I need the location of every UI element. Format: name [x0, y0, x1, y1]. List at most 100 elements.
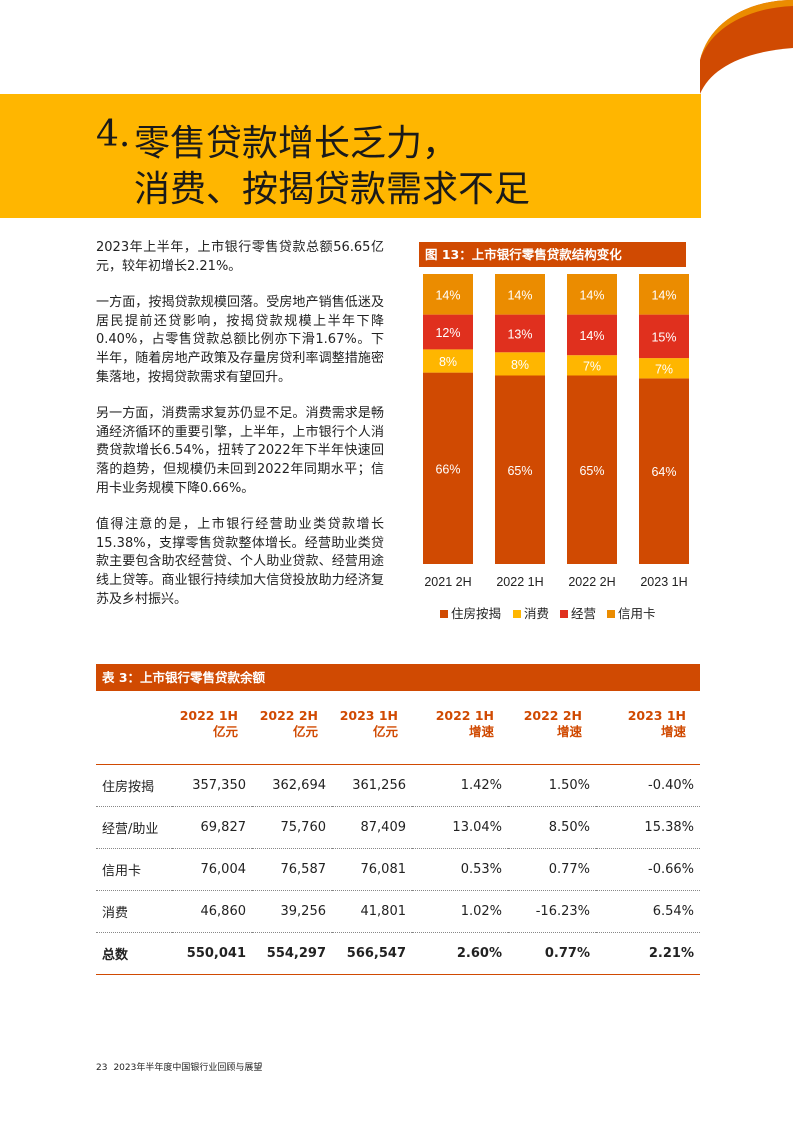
bar-segment — [495, 352, 545, 376]
data-label: 7% — [655, 362, 673, 376]
bar-segment — [495, 274, 545, 315]
table-cell: 357,350 — [172, 763, 252, 806]
column-header: 2022 1H 增速 — [435, 708, 494, 739]
table-row: 经营/助业 69,827 75,760 87,409 13.04% 8.50% … — [96, 805, 700, 848]
paragraph: 值得注意的是，上市银行经营助业类贷款增长15.38%，支撑零售贷款整体增长。经营… — [96, 517, 384, 607]
table-cell: 15.38% — [596, 805, 700, 848]
bar-segment — [639, 358, 689, 379]
bar-segment — [423, 372, 473, 564]
table-cell: 566,547 — [332, 931, 412, 975]
retail-loan-table: 2022 1H 亿元 2022 2H 亿元 2023 1H 亿元 2022 1H 增速 … — [96, 702, 700, 975]
bar-segment — [495, 314, 545, 353]
bar-segment — [495, 375, 545, 564]
row-label: 经营/助业 — [96, 805, 172, 848]
legend-label: 信用卡 — [618, 607, 656, 621]
table-cell: 554,297 — [252, 931, 332, 975]
x-tick-label: 2023 1H — [640, 575, 687, 589]
table-row: 住房按揭 357,350 362,694 361,256 1.42% 1.50%… — [96, 763, 700, 806]
table-cell: -16.23% — [508, 889, 596, 932]
paragraph: 2023年上半年，上市银行零售贷款总额56.65亿元，较年初增长2.21%。 — [96, 240, 384, 274]
bar-segment — [567, 314, 617, 356]
paragraph: 另一方面，消费需求复苏仍显不足。消费需求是畅通经济循环的重要引擎，上半年，上市银… — [96, 406, 384, 496]
bar-segment — [567, 355, 617, 376]
corner-decoration — [700, 0, 793, 94]
column-header: 2023 1H 亿元 — [339, 708, 398, 739]
table-cell: 550,041 — [172, 931, 252, 975]
bar-segment — [423, 274, 473, 315]
x-tick-label: 2022 2H — [568, 575, 615, 589]
data-label: 8% — [511, 358, 529, 372]
bar-segment — [639, 314, 689, 359]
table-cell: -0.66% — [596, 847, 700, 890]
data-label: 14% — [579, 329, 604, 343]
column-header: 2022 1H 亿元 — [179, 708, 238, 739]
section-number: 4. — [96, 114, 131, 155]
table-cell: 69,827 — [172, 805, 252, 848]
table-cell: 361,256 — [332, 763, 412, 806]
table-cell: 2.21% — [596, 931, 700, 975]
data-label: 12% — [435, 326, 460, 340]
bar-segment — [567, 274, 617, 315]
table-header-row: 2022 1H 亿元 2022 2H 亿元 2023 1H 亿元 2022 1H 增速 … — [96, 702, 700, 764]
x-tick-label: 2022 1H — [496, 575, 543, 589]
title-band — [0, 94, 701, 218]
data-label: 65% — [579, 464, 604, 478]
table-cell: 76,587 — [252, 847, 332, 890]
column-header: 2023 1H 增速 — [627, 708, 686, 739]
data-label: 13% — [507, 327, 532, 341]
table-cell: 2.60% — [412, 931, 508, 975]
data-label: 64% — [651, 465, 676, 479]
table-cell: 75,760 — [252, 805, 332, 848]
legend-label: 消费 — [524, 607, 549, 621]
table-cell: 1.50% — [508, 763, 596, 806]
bar-segment — [639, 378, 689, 564]
footer-text: 2023年半年度中国银行业回顾与展望 — [113, 1063, 263, 1073]
body-text: 2023年上半年，上市银行零售贷款总额56.65亿元，较年初增长2.21%。 一… — [96, 239, 384, 627]
chart-title: 图 13：上市银行零售贷款结构变化 — [419, 242, 686, 267]
column-header: 2022 2H 亿元 — [259, 708, 318, 739]
bar-segment — [423, 314, 473, 350]
data-label: 14% — [507, 288, 532, 302]
table-cell: 0.53% — [412, 847, 508, 890]
legend-swatch — [440, 610, 448, 618]
page-title-line-1: 零售贷款增长乏力， — [134, 123, 459, 164]
data-label: 7% — [583, 359, 601, 373]
paragraph: 一方面，按揭贷款规模回落。受房地产销售低迷及居民提前还贷影响，按揭贷款规模上半年… — [96, 295, 384, 385]
data-label: 65% — [507, 464, 532, 478]
bar-segment — [639, 274, 689, 315]
legend-label: 住房按揭 — [451, 606, 501, 621]
table-cell: 76,004 — [172, 847, 252, 890]
table-cell: 76,081 — [332, 847, 412, 890]
table-cell: 39,256 — [252, 889, 332, 932]
table-row: 信用卡 76,004 76,587 76,081 0.53% 0.77% -0.… — [96, 847, 700, 890]
table-cell: 0.77% — [508, 931, 596, 975]
legend-swatch — [513, 610, 521, 618]
table-cell: 13.04% — [412, 805, 508, 848]
table-cell: -0.40% — [596, 763, 700, 806]
data-label: 14% — [579, 288, 604, 302]
data-label: 66% — [435, 462, 460, 476]
table-cell: 1.02% — [412, 889, 508, 932]
stacked-bar-chart: 66% 8% 12% 14% 2021 2H 65% 8% 13% 14% 2022 1H 65% 7… — [423, 274, 689, 621]
row-label: 信用卡 — [96, 847, 172, 890]
page-title-line-2: 消费、按揭贷款需求不足 — [134, 169, 531, 210]
table-cell: 1.42% — [412, 763, 508, 806]
legend-label: 经营 — [571, 607, 596, 621]
table-cell: 46,860 — [172, 889, 252, 932]
row-label: 消费 — [96, 889, 172, 932]
table-cell: 8.50% — [508, 805, 596, 848]
data-label: 14% — [435, 288, 460, 302]
legend-swatch — [560, 610, 568, 618]
table-total-row: 总数 550,041 554,297 566,547 2.60% 0.77% 2… — [96, 931, 700, 975]
page-number: 23 — [96, 1063, 108, 1073]
table-title: 表 3：上市银行零售贷款余额 — [96, 664, 700, 691]
table-cell: 41,801 — [332, 889, 412, 932]
x-tick-label: 2021 2H — [424, 575, 471, 589]
bar-segment — [423, 349, 473, 373]
table-cell: 6.54% — [596, 889, 700, 932]
column-header: 2022 2H 增速 — [523, 708, 582, 739]
row-label: 总数 — [96, 931, 172, 975]
bar-segment — [567, 375, 617, 564]
row-label: 住房按揭 — [96, 763, 172, 806]
data-label: 14% — [651, 288, 676, 302]
